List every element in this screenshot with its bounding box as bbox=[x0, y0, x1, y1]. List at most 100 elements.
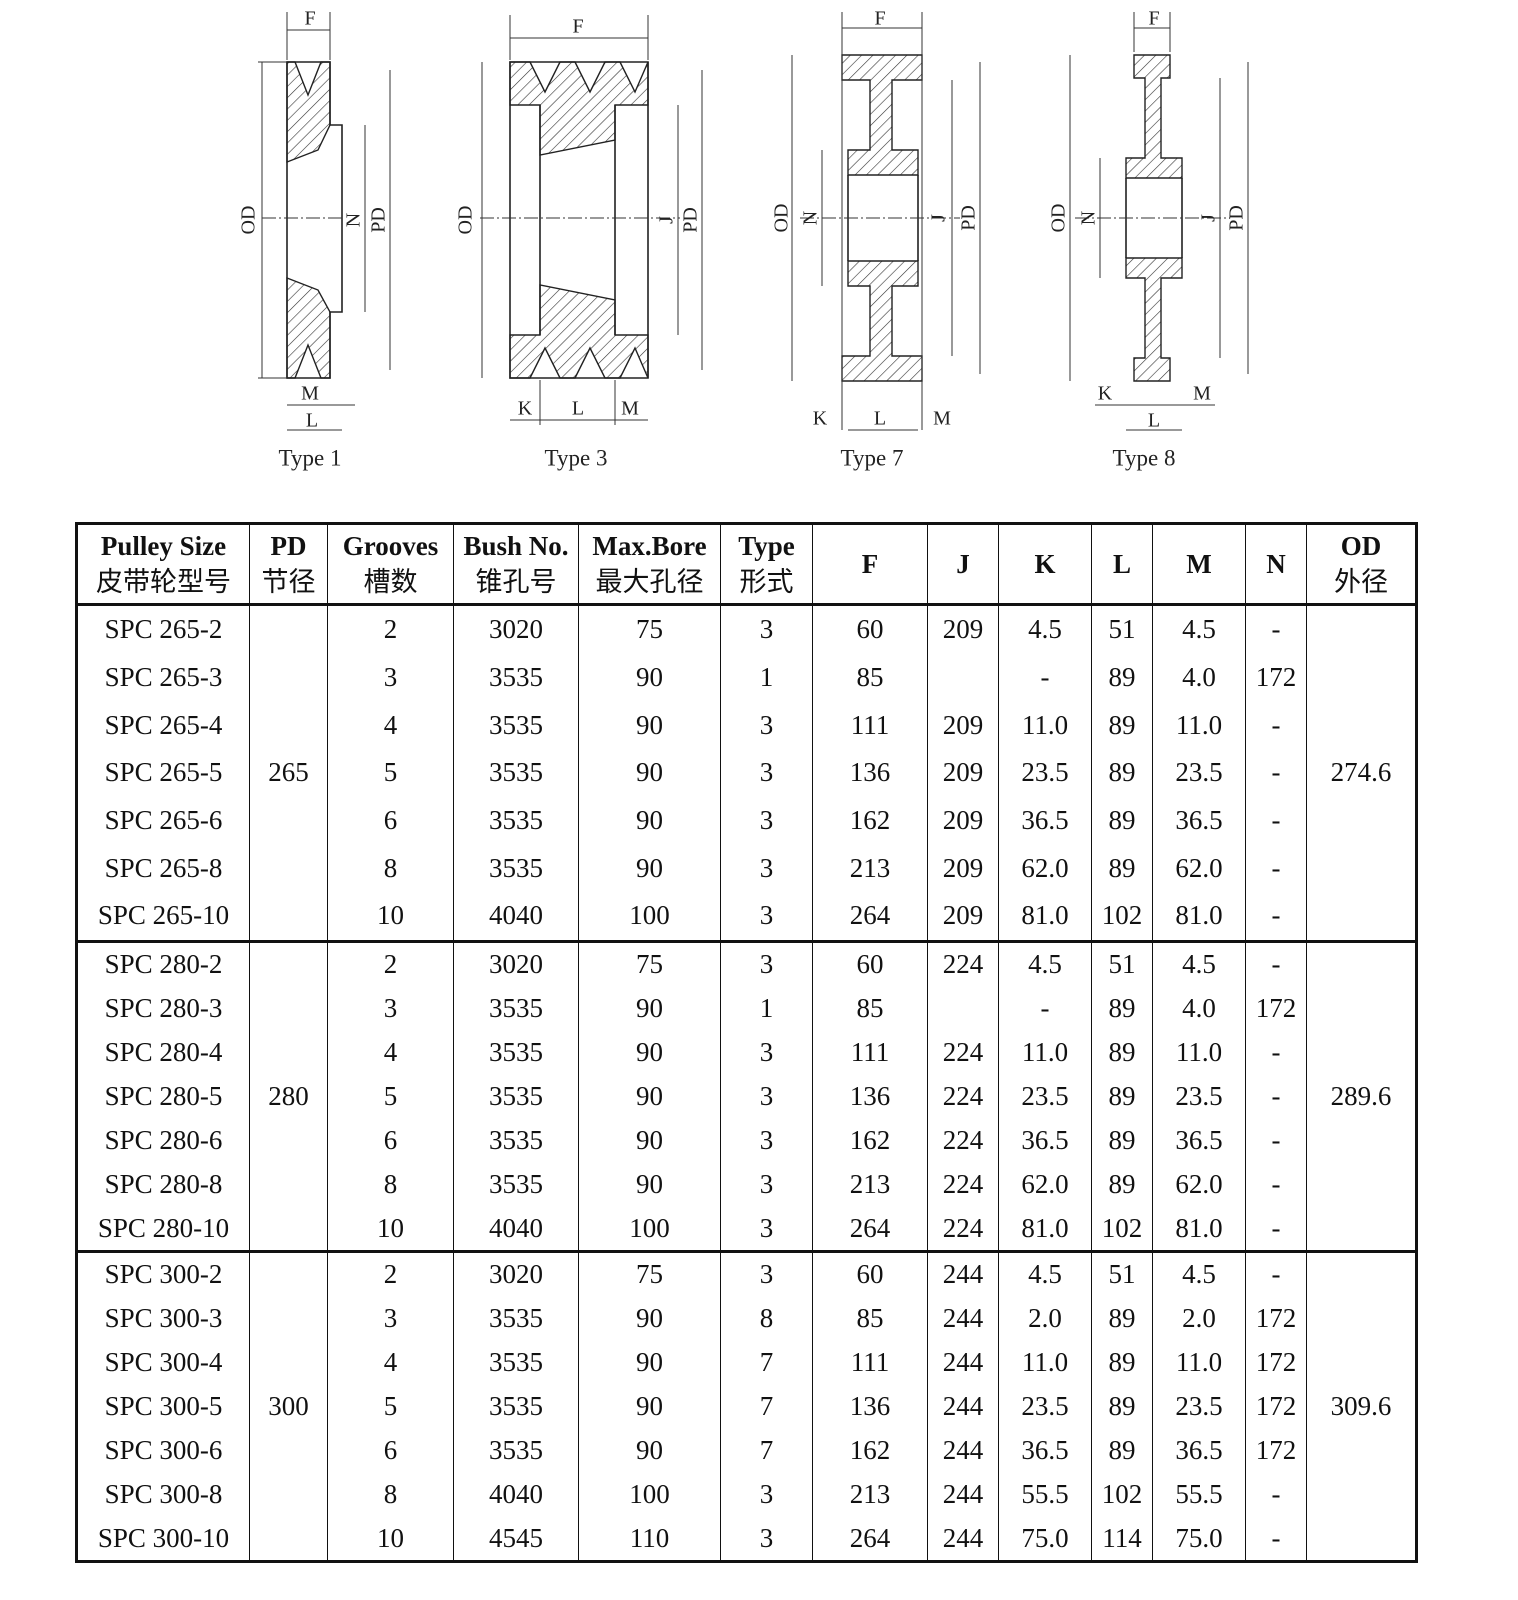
cell: 3 bbox=[720, 1206, 813, 1252]
spec-table: Pulley Size 皮带轮型号 PD 节径 Grooves 槽数 Bush No. 锥孔号… bbox=[75, 522, 1418, 1564]
dim-label: M bbox=[1193, 383, 1211, 405]
header-cn: 外径 bbox=[1334, 567, 1388, 597]
cell: 244 bbox=[927, 1340, 999, 1385]
cell: 90 bbox=[578, 1384, 721, 1429]
cell: 213 bbox=[812, 1162, 928, 1207]
cell: 209 bbox=[927, 796, 999, 845]
cell: 2.0 bbox=[998, 1296, 1092, 1341]
header-cn: 最大孔径 bbox=[595, 567, 704, 597]
cell: 102 bbox=[1091, 1472, 1153, 1517]
header-en: F bbox=[861, 549, 879, 579]
cell: 23.5 bbox=[1152, 749, 1246, 797]
cell: SPC 265-6 bbox=[76, 796, 250, 845]
cell: SPC 265-3 bbox=[76, 653, 250, 702]
header-en: L bbox=[1112, 549, 1131, 579]
cell: 90 bbox=[578, 1162, 721, 1207]
header-cell: Pulley Size 皮带轮型号 bbox=[76, 523, 250, 606]
table-row: SPC 280-5 5 3535 90 3 136 224 23.5 89 23.5- bbox=[76, 1074, 1417, 1119]
cell: 8 bbox=[720, 1296, 813, 1341]
dim-label: L bbox=[306, 410, 318, 432]
dim-label: L bbox=[1148, 410, 1160, 432]
cell: 172 bbox=[1245, 986, 1307, 1031]
header-cell: Type 形式 bbox=[720, 523, 813, 606]
cell: 3 bbox=[720, 1472, 813, 1517]
cell: 224 bbox=[927, 1162, 999, 1207]
drawing-type-8: F OD N J PD K L M Type 8 bbox=[1048, 8, 1249, 470]
cell: 89 bbox=[1091, 1384, 1153, 1429]
cell: 5 bbox=[327, 1384, 454, 1429]
dim-label: PD bbox=[1226, 205, 1248, 231]
header-en: N bbox=[1266, 549, 1286, 579]
cell: 244 bbox=[927, 1384, 999, 1429]
table-body: SPC 265-2 265 2 3020 75 3 60 209 4.5 51 4.5-274.6 S… bbox=[76, 602, 1417, 1562]
cell: 8 bbox=[327, 844, 454, 893]
table-row: SPC 300-2 300 2 3020 75 3 60 244 4.5 51 4.5-309.6 bbox=[76, 1250, 1417, 1562]
cell: 3535 bbox=[453, 1384, 579, 1429]
cell: SPC 280-10 bbox=[76, 1206, 250, 1252]
cell: 136 bbox=[812, 1384, 928, 1429]
cell: - bbox=[1245, 1206, 1307, 1252]
table-row: SPC 300-4 4 3535 90 7 111 244 11.0 89 11.0 172 bbox=[76, 1340, 1417, 1385]
cell: 89 bbox=[1091, 1296, 1153, 1341]
od-cell: 289.6 bbox=[1306, 939, 1417, 1252]
cell: 90 bbox=[578, 1296, 721, 1341]
cell: 3535 bbox=[453, 1074, 579, 1119]
cell: 7 bbox=[720, 1384, 813, 1429]
drawings: F OD N PD M L Type 1 F OD J PD K L M Typ… bbox=[238, 8, 1249, 470]
cell: 89 bbox=[1091, 1162, 1153, 1207]
cell: 2.0 bbox=[1152, 1296, 1246, 1341]
cell: 75 bbox=[578, 1250, 721, 1297]
cell: 11.0 bbox=[998, 1030, 1092, 1075]
cell: 11.0 bbox=[998, 1340, 1092, 1385]
dim-label: PD bbox=[680, 207, 702, 233]
cell: - bbox=[1245, 939, 1307, 987]
header-cell: Bush No. 锥孔号 bbox=[453, 523, 579, 606]
cell: 23.5 bbox=[1152, 1074, 1246, 1119]
dim-label: F bbox=[874, 8, 885, 30]
cell: 51 bbox=[1091, 602, 1153, 654]
cell: 172 bbox=[1245, 1340, 1307, 1385]
cell: 4.5 bbox=[998, 1250, 1092, 1297]
cell: 4040 bbox=[453, 1472, 579, 1517]
table-row: SPC 280-3 3 3535 90 1 85 -89 4.0 172 bbox=[76, 986, 1417, 1031]
header-cell: OD 外径 bbox=[1306, 523, 1417, 606]
dim-label: F bbox=[1148, 8, 1159, 30]
cell: 172 bbox=[1245, 1428, 1307, 1473]
cell: 3535 bbox=[453, 1340, 579, 1385]
cell: 6 bbox=[327, 1428, 454, 1473]
cell: - bbox=[1245, 602, 1307, 654]
cell: 89 bbox=[1091, 844, 1153, 893]
cell: 4040 bbox=[453, 1206, 579, 1252]
cell: 3535 bbox=[453, 1030, 579, 1075]
cell: 55.5 bbox=[1152, 1472, 1246, 1517]
cell: 4.0 bbox=[1152, 653, 1246, 702]
cell: - bbox=[1245, 1162, 1307, 1207]
cell: 172 bbox=[1245, 1296, 1307, 1341]
cell: 62.0 bbox=[998, 844, 1092, 893]
dim-label: PD bbox=[958, 205, 980, 231]
cell: 90 bbox=[578, 1340, 721, 1385]
caption: Type 1 bbox=[279, 445, 342, 470]
cell: 23.5 bbox=[998, 1384, 1092, 1429]
cell: 11.0 bbox=[1152, 701, 1246, 750]
table-row: SPC 280-4 4 3535 90 3 111 224 11.0 89 11.0- bbox=[76, 1030, 1417, 1075]
cell: 11.0 bbox=[1152, 1030, 1246, 1075]
cell: 3 bbox=[720, 844, 813, 893]
dim-label: L bbox=[874, 408, 886, 430]
cell: 4.0 bbox=[1152, 986, 1246, 1031]
cell: 100 bbox=[578, 1472, 721, 1517]
cell: 3535 bbox=[453, 796, 579, 845]
cell: 75 bbox=[578, 602, 721, 654]
header-cell: M bbox=[1152, 523, 1246, 606]
cell: 6 bbox=[327, 796, 454, 845]
cell: SPC 280-2 bbox=[76, 939, 250, 987]
cell: 209 bbox=[927, 892, 999, 942]
cell: 209 bbox=[927, 602, 999, 654]
cell: SPC 280-4 bbox=[76, 1030, 250, 1075]
header-cn: 形式 bbox=[739, 567, 794, 597]
cell: 90 bbox=[578, 986, 721, 1031]
dim-label: M bbox=[621, 398, 639, 420]
cell: 100 bbox=[578, 892, 721, 942]
